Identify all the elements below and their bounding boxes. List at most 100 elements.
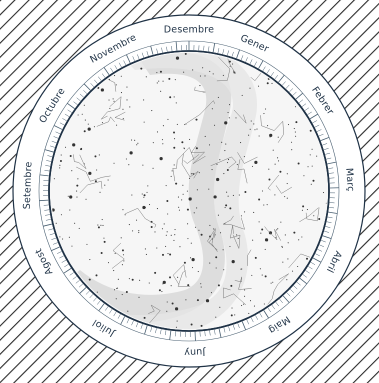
date-tick [323,148,329,150]
date-tick [89,294,94,299]
date-tick [123,60,127,66]
date-tick [160,329,162,335]
date-tick [117,314,121,319]
date-tick [85,290,90,295]
date-tick [217,48,220,54]
date-tick [137,54,140,60]
date-tick [45,219,51,221]
date-tick [314,124,320,128]
date-tick [319,244,325,247]
date-tick [228,326,231,332]
date-tick [315,253,320,257]
date-tick [150,45,154,55]
date-tick [63,268,72,274]
date-tick [316,129,322,132]
date-tick [131,320,134,326]
date-tick [317,249,323,252]
date-tick [43,223,53,227]
date-tick [94,79,98,84]
date-tick [51,246,60,251]
date-tick [279,298,283,304]
date-tick [109,309,113,314]
date-tick [105,306,109,311]
date-tick [156,48,158,54]
date-tick [274,74,279,80]
date-tick [50,145,55,148]
date-tick [93,297,97,302]
date-tick [150,326,153,332]
date-tick [79,287,87,294]
date-tick [59,122,65,126]
date-ticks [38,40,340,342]
date-tick [312,120,318,124]
date-tick [83,83,91,91]
date-tick [266,69,270,74]
date-tick [267,307,271,313]
date-tick [72,276,77,280]
date-tick [302,274,307,278]
date-tick [39,199,49,202]
date-tick [64,264,69,268]
date-tick [290,289,294,293]
date-tick [310,261,316,265]
date-tick [44,209,50,211]
date-tick [75,279,80,284]
date-tick [328,167,334,169]
date-tick [296,281,301,286]
date-tick [164,330,167,336]
date-tick [240,55,244,61]
date-tick [113,311,117,317]
date-tick [55,131,61,135]
date-tick [53,242,58,245]
date-tick [250,317,254,323]
date-tick [83,90,88,94]
date-tick [46,160,52,162]
date-tick [132,56,135,62]
date-tick [97,76,102,81]
date-tick [67,103,75,109]
date-tick [318,133,324,137]
date-tick [140,324,143,329]
date-tick [218,328,222,338]
date-tick [141,52,144,58]
date-tick [98,303,105,312]
date-tick [49,233,55,236]
date-tick [327,216,333,219]
date-tick [258,60,264,69]
date-tick [320,136,330,141]
date-tick [45,165,51,167]
date-tick [118,62,122,68]
date-tick [146,51,149,57]
date-tick [304,107,310,111]
date-tick [278,74,285,83]
date-tick [223,327,226,333]
date-tick [236,49,241,59]
date-tick [73,101,78,105]
date-tick [175,41,178,51]
date-tick [246,319,249,325]
date-tick [286,292,291,297]
date-tick [64,113,70,117]
date-tick [275,301,280,307]
date-tick [262,66,266,71]
date-tick [309,113,319,120]
month-label: Desembre [164,25,214,36]
date-tick [254,61,257,67]
date-tick [51,140,57,144]
date-tick [326,221,332,224]
date-tick [282,81,286,86]
date-tick [212,43,216,53]
date-tick [325,226,331,228]
date-tick [245,57,248,62]
date-tick [214,329,216,335]
date-tick [328,211,338,214]
date-tick [255,315,259,320]
date-tick [299,277,308,285]
date-tick [67,109,72,113]
month-label: Juny [184,346,207,358]
date-tick [270,72,275,77]
date-tick [114,65,118,70]
date-tick [103,67,110,76]
date-tick [126,318,130,324]
date-tick [79,93,84,98]
